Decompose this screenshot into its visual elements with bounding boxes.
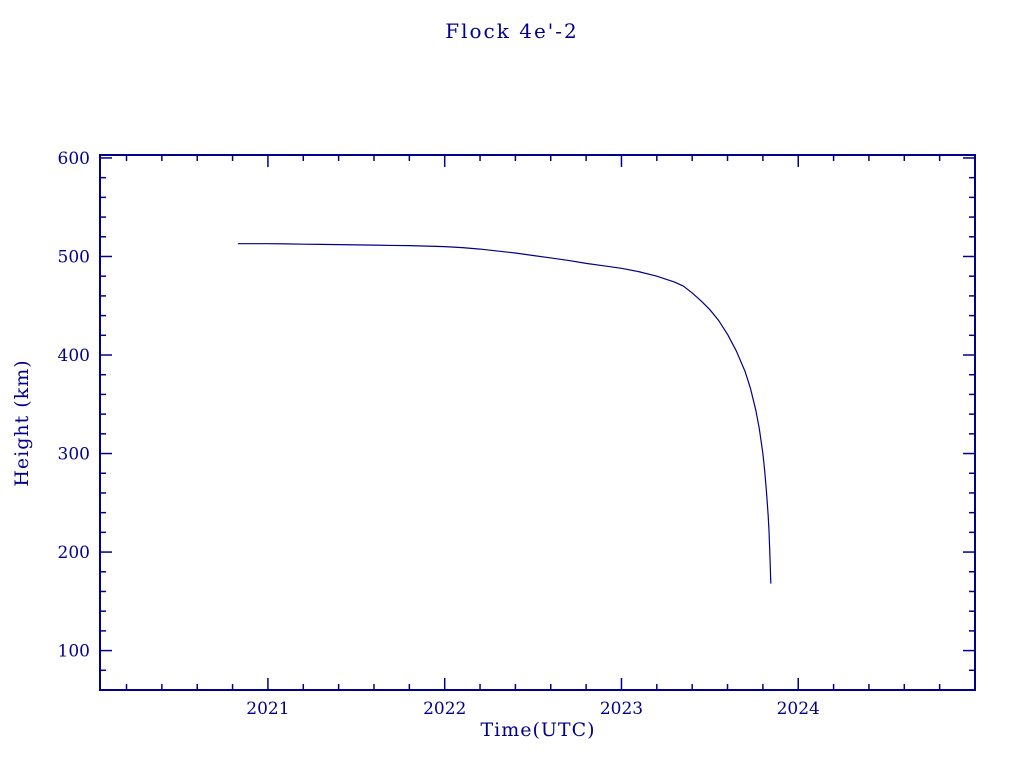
y-tick-label: 600 <box>58 149 90 169</box>
y-tick-label: 500 <box>58 247 90 267</box>
decay-curve <box>237 243 772 584</box>
y-tick-label: 200 <box>58 543 90 563</box>
y-tick-label: 100 <box>58 642 90 662</box>
y-tick-label: 400 <box>58 346 90 366</box>
x-tick-label: 2023 <box>600 699 643 719</box>
x-tick-label: 2022 <box>423 699 466 719</box>
x-tick-label: 2021 <box>246 699 289 719</box>
x-axis-label: Time(UTC) <box>480 719 596 741</box>
chart-title: Flock 4e'-2 <box>445 19 579 43</box>
plot-frame <box>99 154 976 691</box>
x-tick-label: 2024 <box>777 699 820 719</box>
y-tick-label: 300 <box>58 445 90 465</box>
